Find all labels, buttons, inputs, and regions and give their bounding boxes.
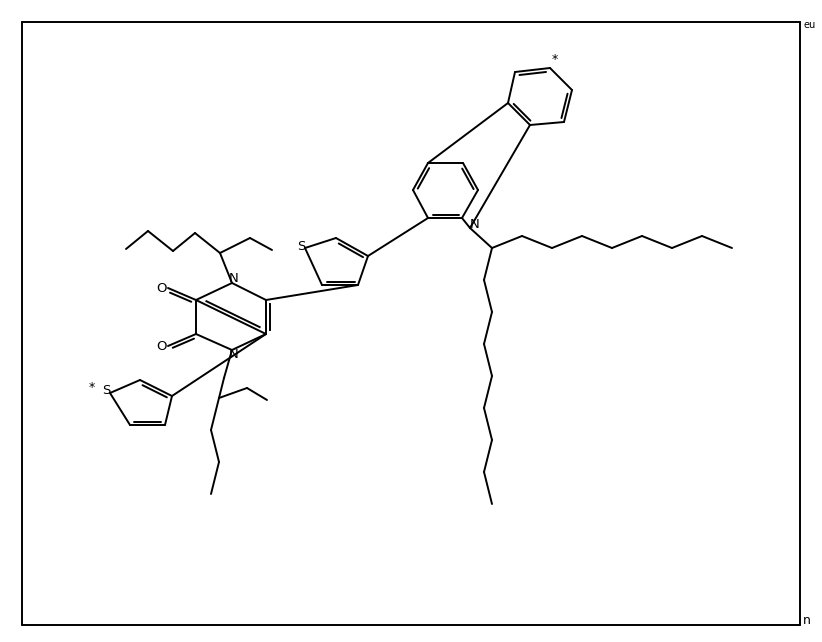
Text: O: O (155, 281, 166, 295)
Text: S: S (102, 385, 110, 397)
Text: *: * (552, 53, 558, 67)
Text: eu: eu (803, 20, 815, 30)
Text: N: N (229, 349, 239, 361)
Text: N: N (470, 218, 480, 232)
Text: S: S (297, 239, 305, 252)
Text: *: * (89, 381, 95, 394)
Text: N: N (229, 272, 239, 284)
Text: n: n (803, 614, 810, 627)
Text: O: O (155, 340, 166, 352)
